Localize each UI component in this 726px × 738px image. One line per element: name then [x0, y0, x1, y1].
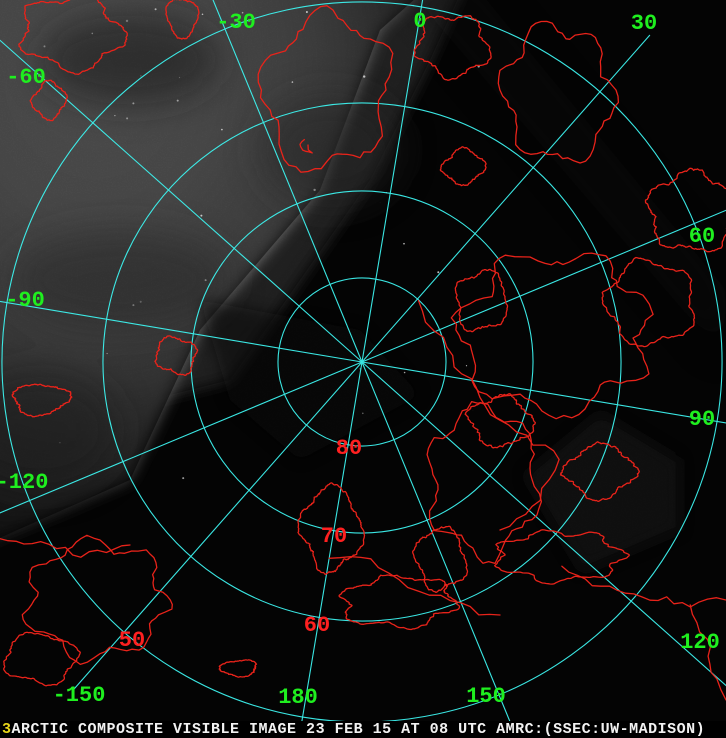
svg-text:-60: -60 [6, 65, 46, 90]
svg-text:120: 120 [680, 630, 720, 655]
svg-text:90: 90 [689, 407, 715, 432]
svg-text:60: 60 [304, 613, 330, 638]
svg-text:0: 0 [413, 9, 426, 34]
svg-text:-30: -30 [216, 10, 256, 35]
svg-text:-90: -90 [5, 288, 45, 313]
svg-text:80: 80 [336, 436, 362, 461]
svg-text:50: 50 [119, 628, 145, 653]
svg-text:-150: -150 [53, 683, 106, 708]
svg-text:180: 180 [278, 685, 318, 710]
svg-text:-120: -120 [0, 470, 48, 495]
svg-text:30: 30 [631, 11, 657, 36]
svg-text:70: 70 [321, 524, 347, 549]
svg-text:150: 150 [466, 684, 506, 709]
svg-text:60: 60 [689, 224, 715, 249]
